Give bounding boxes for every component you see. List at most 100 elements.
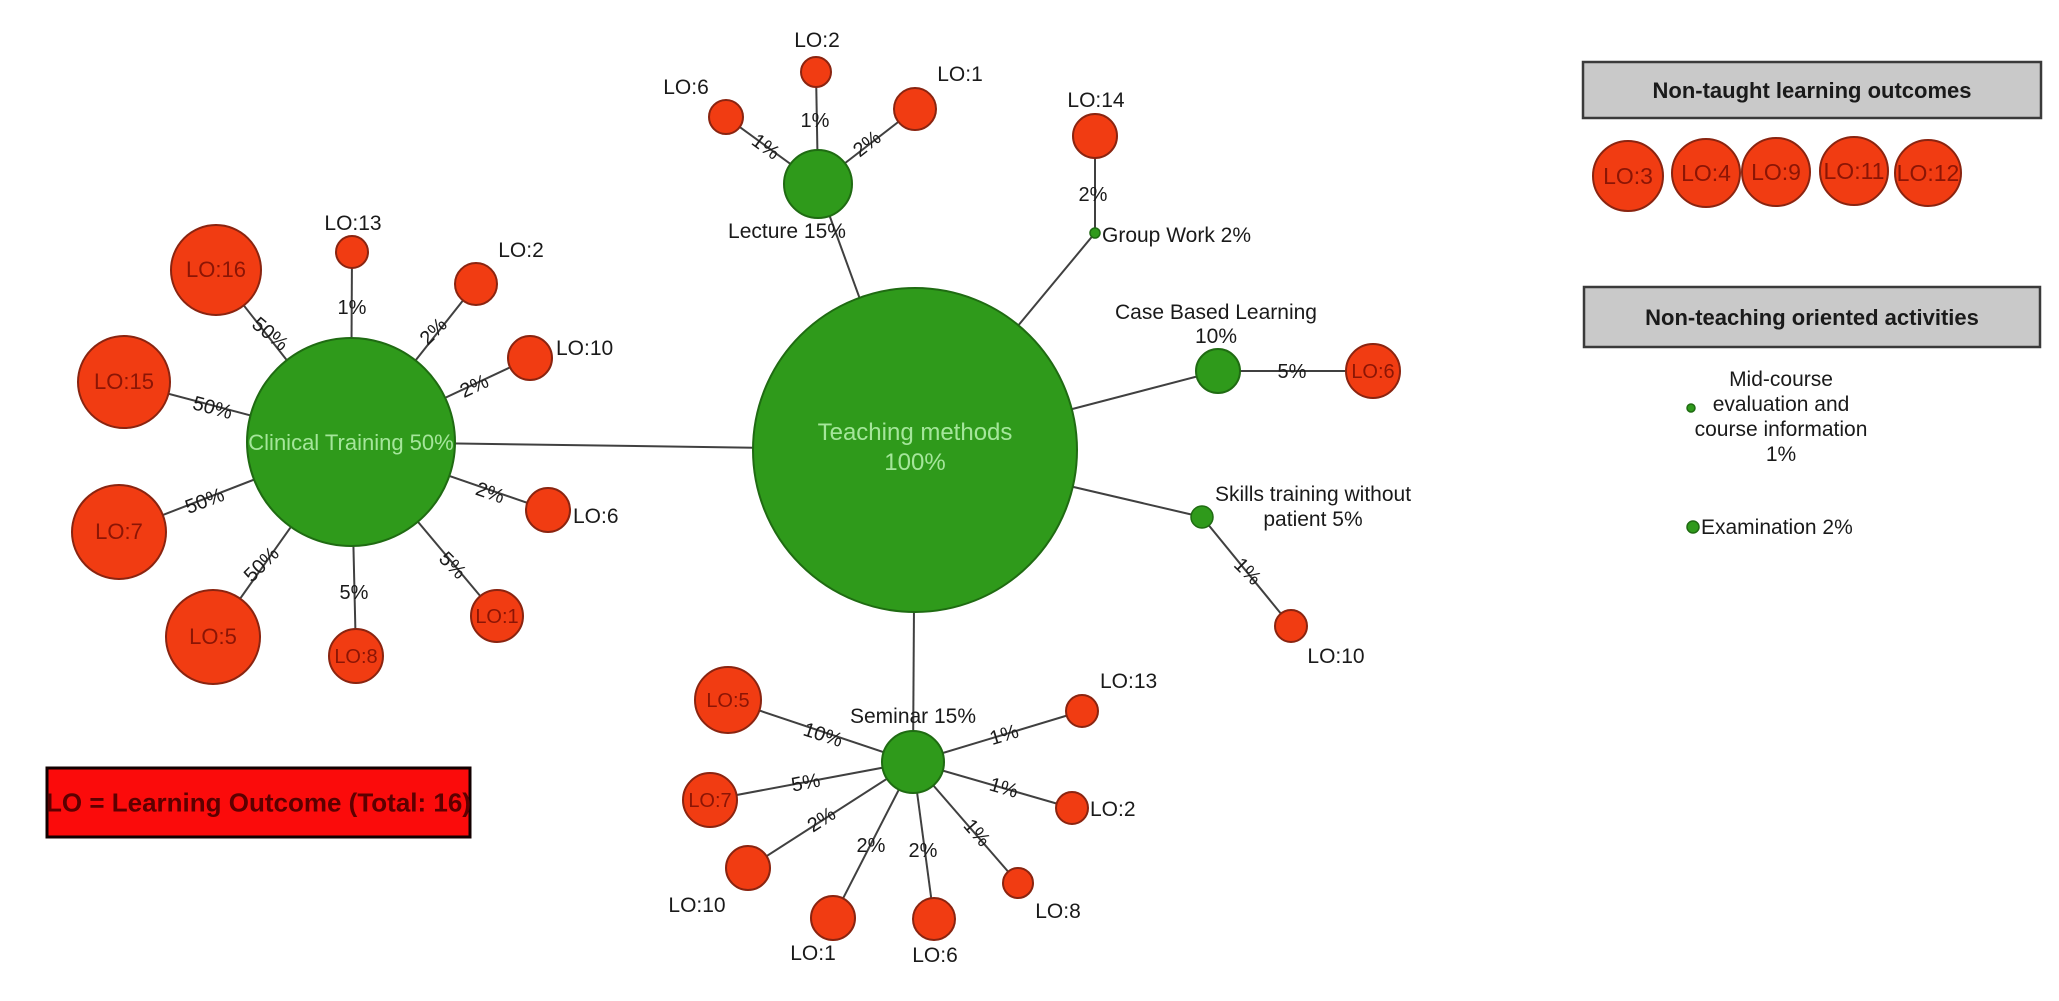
outcome-node-lo2-lecture	[800, 56, 832, 88]
edge-percent-label-clinical-training-lo15: 50%	[190, 392, 235, 424]
key-box	[45, 766, 472, 839]
legend-outcome-label-lo12: LO:12	[1897, 160, 1960, 186]
hub-label: 100%	[884, 449, 945, 476]
outcome-node-lo13-clinical-training	[335, 235, 369, 269]
activity-label-case-based-learning: 10%	[1195, 325, 1237, 348]
activity-label-clinical-training: Clinical Training 50%	[248, 430, 453, 455]
outcome-node-lo2-clinical-training	[454, 262, 498, 306]
outcome-node-lo6-case-based-learning	[1345, 343, 1401, 399]
edge-percent-label-group-work-lo14: 2%	[1079, 184, 1108, 206]
edge-skills-training-lo10	[1201, 516, 1292, 627]
edge-percent-label-seminar-lo5: 10%	[800, 719, 845, 752]
legend-activity-dot-mid-course-evaluation	[1686, 403, 1696, 413]
legend-box-non-teaching	[1582, 285, 2042, 349]
edge-percent-label-seminar-lo2: 1%	[987, 774, 1021, 803]
outcome-label-lo7-seminar: LO:7	[688, 790, 731, 812]
outcome-label-lo10-clinical-training: LO:10	[556, 337, 613, 360]
activity-label-skills-training: Skills training without	[1215, 483, 1411, 506]
edge-percent-label-clinical-training-lo2: 2%	[416, 314, 452, 350]
outcome-node-lo7-seminar	[682, 772, 738, 828]
legend-box-non-taught	[1581, 60, 2043, 120]
outcome-label-lo1-clinical-training: LO:1	[475, 606, 518, 628]
outcome-label-lo2-seminar: LO:2	[1090, 798, 1136, 821]
outcome-node-lo10-clinical-training	[507, 335, 553, 381]
activity-node-case-based-learning	[1195, 348, 1241, 394]
outcome-label-lo5-clinical-training: LO:5	[189, 624, 237, 649]
outcome-label-lo6-seminar: LO:6	[912, 944, 958, 967]
edge-percent-label-lecture-lo6: 1%	[747, 130, 783, 165]
activity-label-group-work: Group Work 2%	[1102, 224, 1251, 247]
edge-percent-label-clinical-training-lo6: 2%	[473, 478, 508, 508]
legend-outcome-node-lo12	[1894, 139, 1962, 207]
activity-label-skills-training: patient 5%	[1263, 508, 1362, 531]
outcome-label-lo7-clinical-training: LO:7	[95, 519, 143, 544]
outcome-node-lo13-seminar	[1065, 694, 1099, 728]
legend-title-non-teaching: Non-teaching oriented activities	[1645, 305, 1979, 330]
edge-percent-label-clinical-training-lo13: 1%	[338, 297, 367, 319]
outcome-label-lo2-clinical-training: LO:2	[498, 239, 544, 262]
legend-outcome-node-lo3	[1592, 140, 1664, 212]
outcome-node-lo2-seminar	[1055, 791, 1089, 825]
outcome-node-lo16-clinical-training	[170, 224, 262, 316]
outcome-label-lo10-seminar: LO:10	[668, 894, 725, 917]
activity-node-group-work	[1089, 227, 1101, 239]
outcome-label-lo8-clinical-training: LO:8	[334, 646, 377, 668]
outcome-node-lo5-clinical-training	[165, 589, 261, 685]
outcome-label-lo8-seminar: LO:8	[1035, 900, 1081, 923]
outcome-node-lo10-skills-training	[1274, 609, 1308, 643]
legend-outcome-label-lo3: LO:3	[1603, 163, 1653, 189]
outcome-label-lo1-lecture: LO:1	[937, 63, 983, 86]
activity-label-seminar: Seminar 15%	[850, 705, 976, 728]
edge-percent-label-case-based-learning-lo6: 5%	[1278, 361, 1307, 383]
edge-seminar-lo7	[709, 761, 914, 801]
outcome-label-lo6-lecture: LO:6	[663, 76, 709, 99]
activity-node-seminar	[881, 730, 945, 794]
outcome-node-lo6-seminar	[912, 897, 956, 941]
outcome-label-lo6-clinical-training: LO:6	[573, 505, 619, 528]
activity-node-clinical-training	[246, 337, 456, 547]
activity-node-teaching-methods	[752, 287, 1078, 613]
outcome-node-lo5-seminar	[694, 666, 762, 734]
edge-percent-label-seminar-lo7: 5%	[790, 770, 823, 797]
legend-outcome-node-lo9	[1741, 137, 1811, 207]
outcome-label-lo1-seminar: LO:1	[790, 942, 836, 965]
activity-node-lecture	[783, 149, 853, 219]
key-box-label: LO = Learning Outcome (Total: 16)	[46, 788, 471, 818]
legend-outcome-label-lo11: LO:11	[1824, 158, 1885, 184]
activity-node-skills-training	[1190, 505, 1214, 529]
outcome-label-lo2-lecture: LO:2	[794, 29, 840, 52]
legend-outcome-label-lo4: LO:4	[1681, 160, 1731, 186]
outcome-node-lo8-seminar	[1002, 867, 1034, 899]
legend-outcome-node-lo4	[1671, 138, 1741, 208]
edge-percent-label-clinical-training-lo7: 50%	[182, 484, 227, 519]
hub-label: Teaching methods	[818, 419, 1013, 446]
edge-percent-label-seminar-lo1: 2%	[857, 835, 886, 857]
outcome-node-lo15-clinical-training	[77, 335, 171, 429]
outcome-label-lo16-clinical-training: LO:16	[186, 257, 246, 282]
outcome-label-lo14-group-work: LO:14	[1067, 89, 1125, 112]
legend-activity-dot-examination	[1686, 520, 1700, 534]
edge-percent-label-seminar-lo10: 2%	[804, 803, 840, 837]
outcome-node-lo1-clinical-training	[470, 589, 524, 643]
edge-percent-label-skills-training-lo10: 1%	[1229, 554, 1265, 590]
edge-percent-label-clinical-training-lo8: 5%	[340, 582, 369, 604]
outcome-node-lo7-clinical-training	[71, 484, 167, 580]
legend-activity-label-mid-course-evaluation: course information	[1695, 418, 1868, 441]
outcome-node-lo6-clinical-training	[525, 487, 571, 533]
outcome-label-lo5-seminar: LO:5	[706, 690, 749, 712]
edge-percent-label-clinical-training-lo5: 50%	[240, 543, 284, 587]
legend-outcome-node-lo11	[1819, 136, 1889, 206]
legend-activity-label-mid-course-evaluation: 1%	[1766, 443, 1796, 466]
edge-percent-label-seminar-lo13: 1%	[987, 720, 1021, 750]
outcome-node-lo1-lecture	[893, 87, 937, 131]
activity-label-case-based-learning: Case Based Learning	[1115, 301, 1317, 324]
outcome-label-lo6-case-based-learning: LO:6	[1351, 361, 1394, 383]
edge-percent-label-clinical-training-lo10: 2%	[457, 370, 493, 402]
outcome-node-lo8-clinical-training	[328, 628, 384, 684]
legend-activity-label-mid-course-evaluation: evaluation and	[1713, 393, 1850, 416]
legend-activity-label-mid-course-evaluation: Mid-course	[1729, 368, 1833, 391]
outcome-label-lo15-clinical-training: LO:15	[94, 369, 154, 394]
legend-outcome-label-lo9: LO:9	[1751, 159, 1801, 185]
